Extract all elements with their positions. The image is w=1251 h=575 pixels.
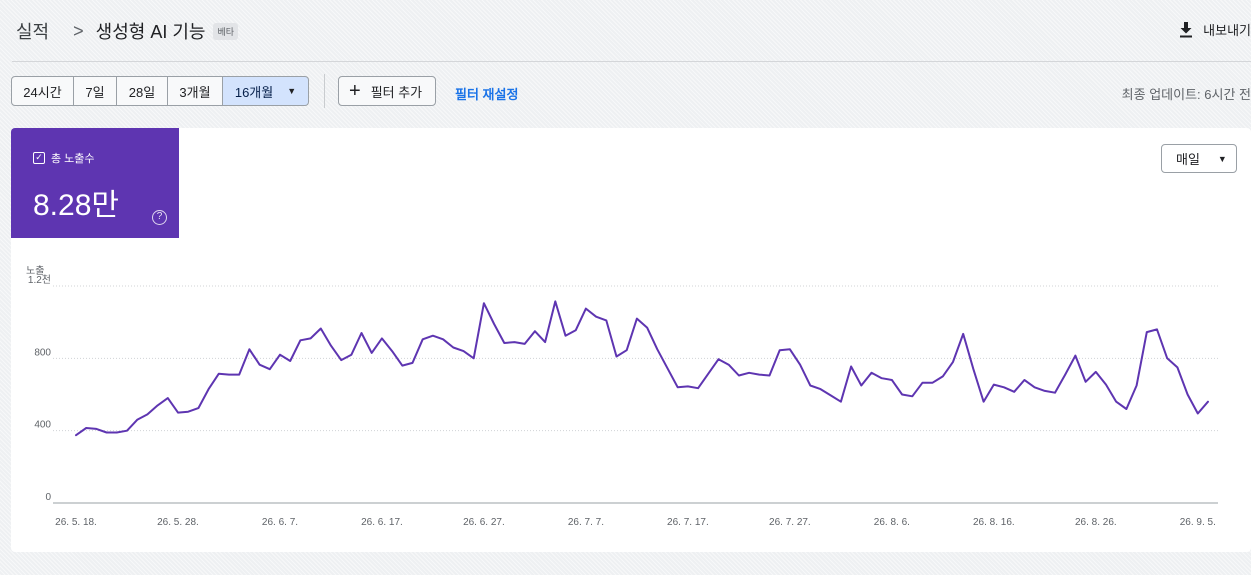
export-label: 내보내기 bbox=[1203, 23, 1251, 38]
header-divider bbox=[12, 61, 1251, 62]
help-icon[interactable]: ? bbox=[152, 210, 167, 225]
y-tick-label: 1.2천 bbox=[28, 274, 51, 286]
checkbox-checked-icon[interactable]: ✓ bbox=[33, 152, 45, 164]
x-tick-label: 26. 8. 16. bbox=[973, 517, 1015, 528]
metric-value: 8.28만 bbox=[33, 189, 119, 222]
range-16m-dropdown[interactable]: 16개월 ▼ bbox=[223, 76, 309, 106]
range-16m-label: 16개월 bbox=[234, 84, 274, 100]
metric-label: 총 노출수 bbox=[51, 153, 95, 165]
x-tick-label: 26. 6. 7. bbox=[262, 517, 298, 528]
y-tick-label: 400 bbox=[34, 420, 51, 431]
y-tick-label: 0 bbox=[45, 492, 51, 503]
breadcrumb-separator-icon: > bbox=[73, 20, 84, 41]
interval-label: 매일 bbox=[1176, 152, 1200, 167]
impressions-chart: 노출 0 400 800 1.2천 26. 5. 18. 26. 5. 28. 26. 6. … bbox=[26, 265, 1218, 528]
performance-card: 노출 0 400 800 1.2천 26. 5. 18. 26. 5. 28. 26. 6. … bbox=[11, 128, 1251, 552]
range-3m-button[interactable]: 3개월 bbox=[168, 76, 223, 106]
x-tick-label: 26. 6. 27. bbox=[463, 517, 505, 528]
total-impressions-tile[interactable]: ✓ 총 노출수 8.28만 ? bbox=[11, 128, 179, 238]
last-update-text: 최종 업데이트: 6시간 전 bbox=[1121, 87, 1251, 102]
export-button[interactable]: 내보내기 bbox=[1179, 20, 1251, 39]
toolbar-divider bbox=[324, 74, 325, 108]
x-tick-label: 26. 5. 28. bbox=[157, 517, 199, 528]
x-tick-label: 26. 8. 26. bbox=[1075, 517, 1117, 528]
x-tick-label: 26. 9. 5. bbox=[1180, 517, 1216, 528]
date-range-selector: 24시간 7일 28일 3개월 16개월 ▼ bbox=[11, 76, 309, 106]
page-title: 생성형 AI 기능 bbox=[95, 22, 206, 42]
breadcrumb-root[interactable]: 실적 bbox=[16, 22, 50, 42]
page-header: 실적 > 생성형 AI 기능 베타 내보내기 bbox=[0, 0, 1251, 62]
interval-dropdown[interactable]: 매일 ▼ bbox=[1161, 144, 1237, 173]
x-tick-label: 26. 7. 17. bbox=[667, 517, 709, 528]
x-tick-label: 26. 5. 18. bbox=[55, 517, 97, 528]
filter-toolbar: 24시간 7일 28일 3개월 16개월 ▼ + 필터 추가 필터 재설정 최종… bbox=[11, 74, 1251, 108]
dropdown-arrow-icon: ▼ bbox=[1217, 153, 1227, 164]
metric-header: ✓ 총 노출수 bbox=[33, 150, 95, 166]
x-tick-label: 26. 6. 17. bbox=[361, 517, 403, 528]
reset-filter-link[interactable]: 필터 재설정 bbox=[455, 87, 519, 102]
add-filter-label: 필터 추가 bbox=[370, 84, 423, 100]
plus-icon: + bbox=[349, 80, 361, 102]
x-tick-label: 26. 7. 7. bbox=[568, 517, 604, 528]
x-tick-label: 26. 7. 27. bbox=[769, 517, 811, 528]
add-filter-button[interactable]: + 필터 추가 bbox=[338, 76, 436, 106]
y-tick-label: 800 bbox=[34, 347, 51, 358]
download-icon bbox=[1180, 21, 1193, 37]
beta-badge: 베타 bbox=[213, 22, 239, 40]
impressions-series-line bbox=[75, 300, 1209, 437]
dropdown-arrow-icon: ▼ bbox=[287, 86, 297, 96]
range-7d-button[interactable]: 7일 bbox=[74, 76, 117, 106]
range-24h-button[interactable]: 24시간 bbox=[11, 76, 74, 106]
range-28d-button[interactable]: 28일 bbox=[117, 76, 168, 106]
y-axis-label: 노출 bbox=[26, 265, 44, 277]
x-tick-label: 26. 8. 6. bbox=[874, 517, 910, 528]
